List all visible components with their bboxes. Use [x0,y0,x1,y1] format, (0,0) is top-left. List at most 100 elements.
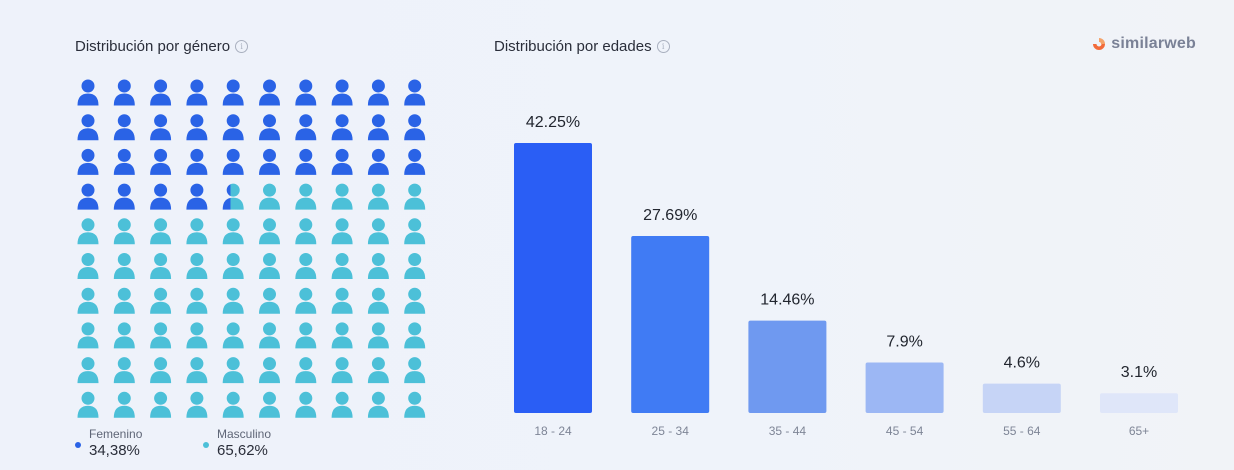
person-icon [150,287,172,314]
bar-3 [865,362,944,413]
person-icon [150,322,172,349]
person-icon [404,253,426,279]
person-icon [186,114,208,141]
category-label: 45 - 54 [886,424,924,438]
category-label: 65+ [1129,424,1149,438]
person-icon [259,391,280,418]
person-icon [113,391,135,418]
bar-2 [748,320,827,413]
person-icon [367,148,389,175]
category-label: 18 - 24 [534,424,572,438]
person-icon [367,287,389,314]
person-icon [259,357,280,384]
legend-female-value: 34,38% [89,442,140,459]
person-icon [222,287,244,314]
info-icon[interactable]: i [235,40,249,53]
person-icon [77,287,99,314]
person-icon [404,79,426,106]
person-icon [331,287,353,314]
person-icon [295,79,317,106]
person-icon [150,218,172,245]
person-icon [113,357,135,384]
person-icon [404,322,426,349]
person-icon [113,79,135,106]
person-icon [295,148,317,175]
legend-female-label: Femenino [89,427,143,441]
person-icon [404,287,426,314]
age-distribution-title: Distribución por edades i [494,38,670,55]
person-icon [222,183,244,210]
person-icon [77,391,99,418]
person-icon [331,148,353,175]
info-icon[interactable]: i [656,40,670,53]
legend-female-dot [75,442,81,448]
person-icon [222,253,244,279]
person-icon [295,183,317,210]
person-icon [113,218,135,245]
person-icon [222,391,244,418]
person-icon [331,79,353,106]
bar-value-label: 42.25% [526,114,580,131]
person-icon [77,253,99,279]
person-icon [150,79,172,106]
person-icon [259,183,280,210]
person-icon [404,391,426,418]
person-icon [113,253,135,279]
legend-male-label: Masculino [217,427,272,441]
person-icon [295,114,317,141]
person-icon [404,148,426,175]
person-icon [367,322,389,349]
person-icon [367,253,389,279]
person-icon [222,114,244,141]
person-icon [259,114,280,141]
person-icon [150,391,172,418]
person-icon [331,253,353,279]
person-icon [331,114,353,141]
legend-male: Masculino 65,62% [203,427,271,459]
person-icon [186,148,208,175]
person-icon [150,253,172,279]
bar-value-label: 14.46% [760,292,814,309]
legend-female: Femenino 34,38% [75,427,142,459]
person-icon [150,183,172,210]
bar-1 [631,236,710,413]
person-icon [222,218,244,245]
person-icon [150,114,172,141]
person-icon [331,218,353,245]
person-icon [331,391,353,418]
person-icon [295,253,317,279]
gender-person-grid [77,79,426,418]
bar-value-label: 27.69% [643,207,697,224]
person-icon [186,79,208,106]
person-icon [77,357,99,384]
person-icon [404,218,426,245]
person-icon [295,357,317,384]
person-icon [77,79,99,106]
person-icon [259,287,280,314]
similarweb-logo-icon [1093,38,1106,50]
gender-distribution-title: Distribución por género i [75,38,249,55]
person-icon [113,183,135,210]
age-title-text: Distribución por edades [494,38,652,55]
person-icon [77,322,99,349]
person-icon [259,218,280,245]
person-icon [150,148,172,175]
person-icon [404,114,426,141]
person-icon [77,114,99,141]
person-icon [404,357,426,384]
person-icon [259,253,280,279]
gender-title-text: Distribución por género [75,38,231,55]
bar-value-label: 4.6% [1004,355,1040,372]
person-icon [77,148,99,175]
person-icon [331,183,353,210]
person-icon [295,322,317,349]
bar-value-label: 7.9% [886,334,922,351]
person-icon [367,183,389,210]
person-icon [222,148,244,175]
person-icon [259,79,280,106]
person-icon [150,357,172,384]
person-icon [295,287,317,314]
similarweb-brand: similarweb [1092,35,1196,53]
person-icon [186,287,208,314]
person-icon [367,218,389,245]
